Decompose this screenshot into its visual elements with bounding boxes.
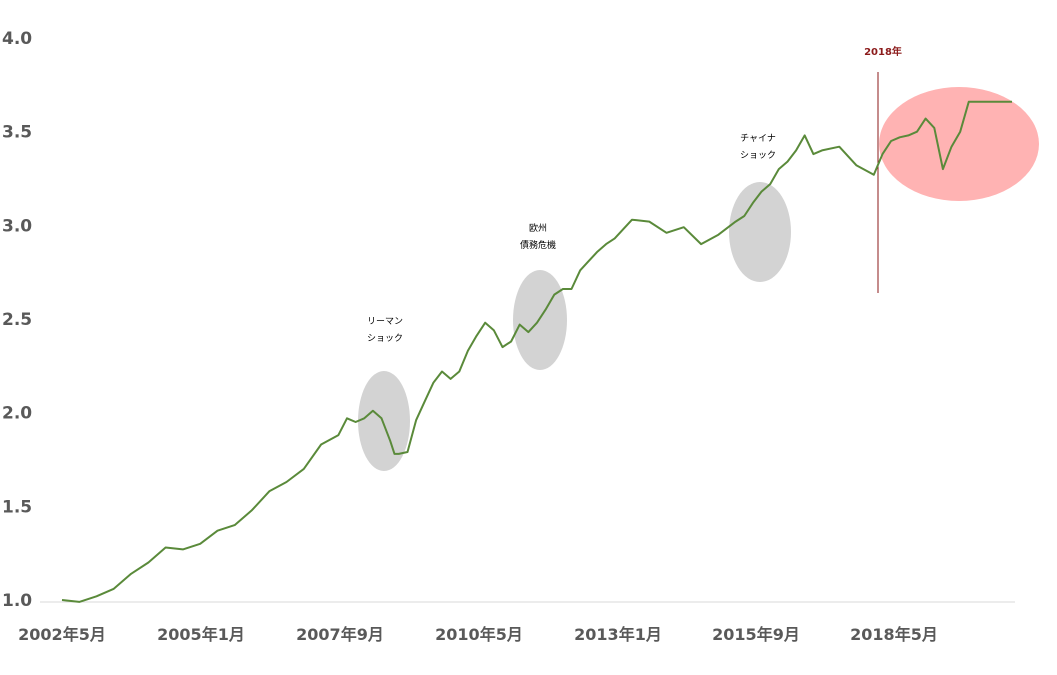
lehman-ellipse <box>358 371 410 471</box>
euro-crisis-ellipse <box>513 270 567 370</box>
x-tick-label: 2005年1月 <box>157 625 245 644</box>
annotation-text: ショック <box>740 150 776 161</box>
x-tick-label: 2013年1月 <box>574 625 662 644</box>
y-tick-label: 2.0 <box>2 404 32 424</box>
y-tick-label: 3.0 <box>2 216 32 236</box>
series-path <box>61 100 1012 603</box>
y-tick-label: 1.5 <box>2 497 32 517</box>
x-tick-label: 2010年5月 <box>435 625 523 644</box>
highlight-ellipses <box>358 87 1039 471</box>
china-shock-ellipse <box>729 182 791 282</box>
x-axis-ticks: 2002年5月 2005年1月 2007年9月 2010年5月 2013年1月 2015年… <box>18 625 938 644</box>
annotation-text: 債務危機 <box>520 239 556 251</box>
x-tick-label: 2015年9月 <box>712 625 800 644</box>
marker-2018-label: 2018年 <box>864 45 902 58</box>
y-tick-label: 4.0 <box>2 29 32 49</box>
annotation-text: リーマン <box>367 317 403 327</box>
y-axis-ticks: 1.0 1.5 2.0 2.5 3.0 3.5 4.0 <box>2 29 32 611</box>
x-tick-label: 2002年5月 <box>18 625 106 644</box>
y-tick-label: 2.5 <box>2 310 32 330</box>
y-tick-label: 1.0 <box>2 591 32 611</box>
annotation-text: チャイナ <box>740 133 776 144</box>
x-tick-label: 2007年9月 <box>296 625 384 644</box>
y-tick-label: 3.5 <box>2 123 32 143</box>
recent-period-ellipse <box>879 87 1039 201</box>
annotation-text: 欧州 <box>529 222 547 234</box>
annotation-text: ショック <box>367 333 403 344</box>
series-line <box>61 100 1012 603</box>
x-tick-label: 2018年5月 <box>850 625 938 644</box>
